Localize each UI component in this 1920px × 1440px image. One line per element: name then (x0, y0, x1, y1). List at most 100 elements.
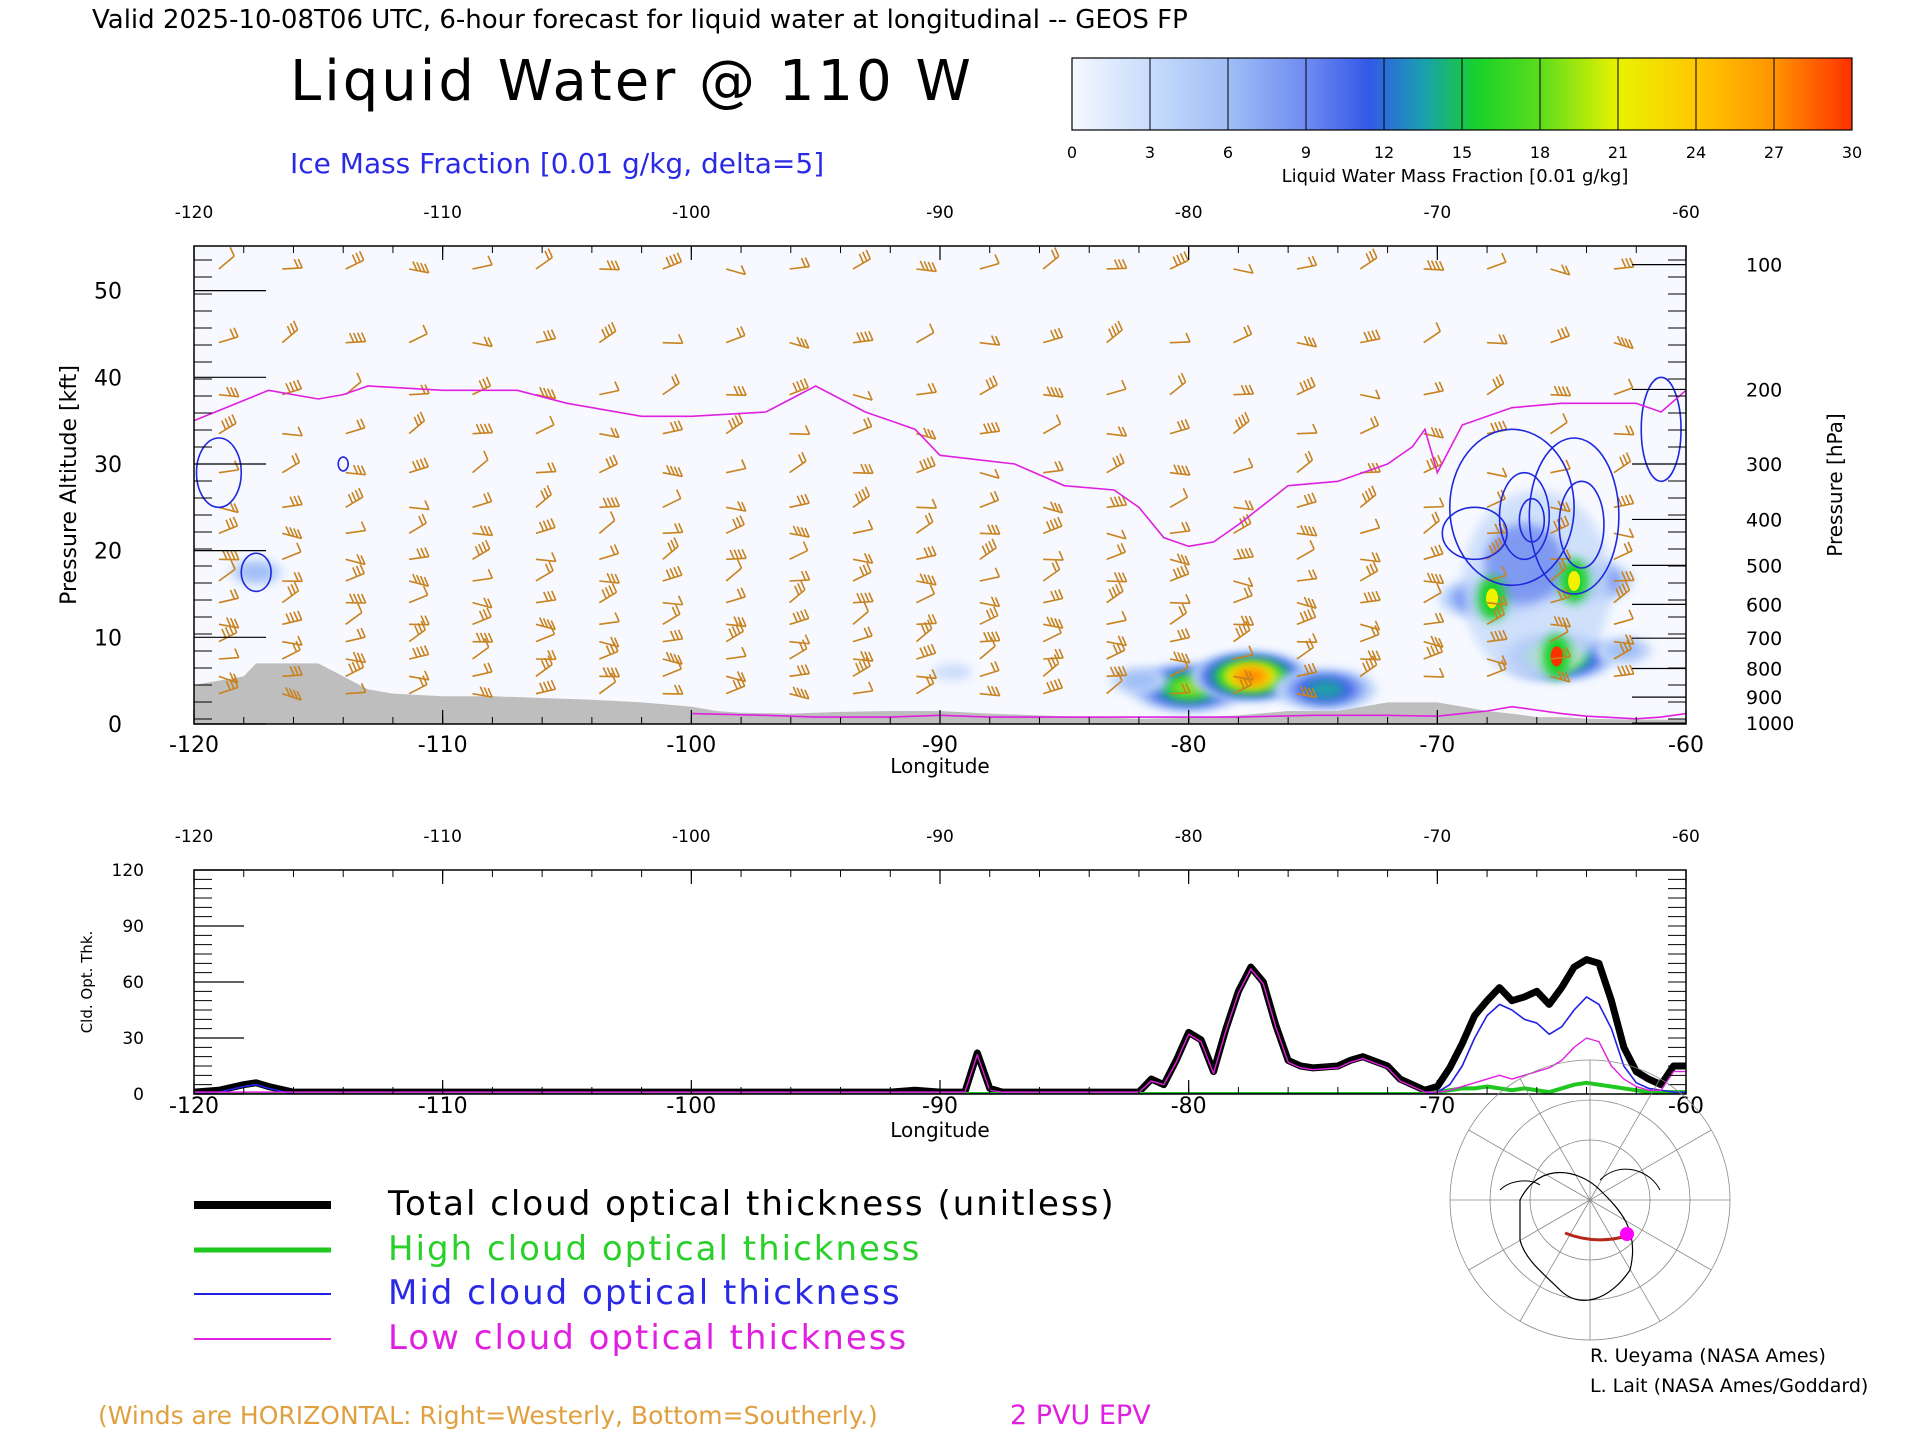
wind-barb (535, 329, 557, 344)
top-x-tick-label: -110 (418, 733, 468, 758)
ice-contour (1498, 471, 1551, 561)
series-line-3 (194, 968, 1686, 1093)
wind-barb (1233, 577, 1254, 588)
credit-line-1: R. Ueyama (NASA Ames) (1590, 1345, 1826, 1367)
wind-barb (725, 501, 747, 512)
wind-barb (1296, 685, 1318, 699)
wind-barb (599, 544, 620, 561)
wind-barb (281, 542, 302, 561)
wind-barb (408, 620, 427, 643)
wind-barb (852, 656, 871, 678)
wind-barb (1296, 596, 1317, 609)
top-x-tick-label: -90 (922, 733, 958, 758)
wind-barb (1549, 559, 1567, 582)
wind-barb (916, 613, 938, 626)
wind-barb (1106, 495, 1128, 509)
wind-barb (1360, 389, 1381, 400)
wind-barb (599, 260, 621, 271)
wind-barb (789, 639, 808, 660)
wind-barb (915, 619, 933, 643)
map-meridian (1589, 1129, 1712, 1201)
wind-barb (979, 490, 1000, 509)
bottom-plot-background (194, 870, 1686, 1094)
wind-barb (662, 334, 684, 345)
colorbar-tick-label: 18 (1530, 143, 1550, 162)
pressure-tick-label: 300 (1746, 454, 1782, 476)
wind-barb (1106, 529, 1127, 540)
bottom-x-tick-label: -80 (1171, 1094, 1207, 1119)
wind-barb (535, 462, 557, 474)
wind-barb (282, 610, 303, 626)
wind-barb (979, 685, 1001, 697)
ice-contour (1441, 506, 1508, 561)
wind-barb (599, 572, 620, 584)
wind-barb (1106, 379, 1127, 396)
epv-2pvu-line (194, 385, 1686, 548)
map-coastline (1499, 1168, 1661, 1191)
wind-barb (1296, 569, 1318, 582)
wind-barb (979, 421, 1001, 435)
wind-barb (1613, 257, 1635, 270)
wind-barb (1423, 497, 1445, 509)
wind-barb (789, 541, 809, 561)
wind-barb (1169, 418, 1190, 435)
wind-barb (1233, 645, 1254, 660)
wind-barb (915, 512, 934, 534)
wind-barb (1296, 540, 1315, 561)
wind-barb (789, 570, 811, 582)
top-y2label: Pressure [hPa] (1823, 413, 1847, 556)
wind-barb (662, 373, 680, 396)
wind-barb (979, 468, 1000, 479)
wind-barb (472, 662, 493, 678)
wind-barb (1613, 378, 1634, 396)
wind-barb (1169, 464, 1191, 476)
wind-barb (1042, 516, 1063, 535)
wind-barb (598, 321, 617, 344)
top-x2-tick-label: -90 (926, 203, 954, 223)
wind-barb (472, 597, 493, 609)
wind-barb (1423, 511, 1440, 534)
map-meridian (1589, 1199, 1661, 1322)
wind-barb (916, 545, 937, 561)
top-x-tick-label: -60 (1668, 733, 1704, 758)
wind-barb (1233, 586, 1253, 604)
wind-barb (852, 463, 874, 475)
wind-barb (979, 335, 1001, 346)
wind-barb (472, 525, 494, 537)
top-x2-tick-label: -80 (1175, 203, 1203, 223)
series-line-2 (194, 996, 1686, 1094)
wind-barb (598, 454, 619, 474)
wind-barb (1550, 264, 1571, 276)
wind-barb (852, 417, 873, 435)
top-x2-tick-label: -60 (1672, 203, 1700, 223)
pressure-tick-label: 800 (1746, 659, 1782, 681)
wind-barb (979, 606, 999, 626)
top-x-tick-label: -120 (169, 733, 219, 758)
series-line-1 (194, 1080, 1686, 1094)
top-y-tick-label: 20 (94, 540, 122, 565)
wind-barb (979, 567, 1001, 582)
wind-barb (345, 418, 366, 435)
top-x2-tick-label: -100 (672, 203, 711, 223)
wind-barb (599, 667, 621, 678)
wind-barb (979, 661, 1000, 678)
wind-barb (218, 460, 240, 474)
wind-barb (408, 513, 427, 535)
wind-barb (1613, 425, 1635, 436)
map-meridian (1589, 1078, 1661, 1201)
wind-barb (1423, 322, 1441, 344)
wind-barb (1043, 589, 1064, 604)
wind-barb (852, 486, 871, 508)
bottom-y-tick-label: 90 (122, 917, 144, 937)
ice-contour (240, 552, 272, 593)
wind-barb (1106, 426, 1128, 437)
north-polar-map-icon (1449, 1059, 1731, 1341)
wind-barb (1233, 499, 1255, 511)
wind-barb (725, 326, 746, 344)
colorbar-tick-label: 15 (1452, 143, 1472, 162)
wind-barb (1042, 247, 1060, 270)
wind-barb (1169, 372, 1187, 396)
wind-barb (218, 502, 239, 514)
wind-barb (408, 457, 429, 474)
wind-barb (852, 553, 874, 564)
